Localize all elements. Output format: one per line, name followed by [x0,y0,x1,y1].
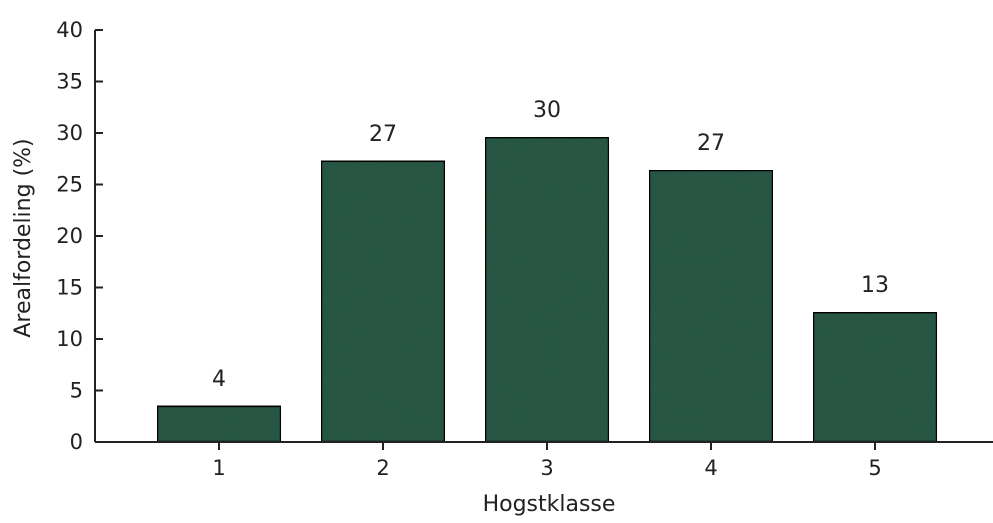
y-tick-label-0: 0 [70,430,83,454]
x-axis-title: Hogstklasse [483,492,616,517]
y-axis: 0 5 10 15 20 25 30 35 40 [56,18,103,454]
y-tick-label-10: 10 [56,327,83,351]
y-axis-title: Arealfordeling (%) [11,138,36,337]
x-tick-label-1: 1 [212,456,225,480]
data-label-4: 27 [697,131,725,156]
bars-layer [155,135,939,444]
y-tick-label-30: 30 [56,121,83,145]
x-tick-label-2: 2 [376,456,389,480]
bar-4 [647,168,775,444]
x-tick-label-4: 4 [704,456,717,480]
data-label-5: 13 [861,273,889,298]
bar-2 [319,159,447,444]
data-label-2: 27 [369,122,397,147]
bar-1 [155,404,283,444]
data-label-1: 4 [212,367,226,392]
y-tick-label-40: 40 [56,18,83,42]
bar-3 [483,135,611,444]
y-tick-label-5: 5 [70,379,83,403]
y-tick-label-25: 25 [56,173,83,197]
x-axis: 1 2 3 4 5 [95,441,993,480]
data-labels-layer: 4 27 30 27 13 [212,98,889,392]
data-label-3: 30 [533,98,561,123]
y-tick-label-20: 20 [56,224,83,248]
y-tick-label-15: 15 [56,276,83,300]
x-tick-label-3: 3 [540,456,553,480]
x-tick-label-5: 5 [868,456,881,480]
y-tick-label-35: 35 [56,70,83,94]
bar-5 [811,310,939,444]
